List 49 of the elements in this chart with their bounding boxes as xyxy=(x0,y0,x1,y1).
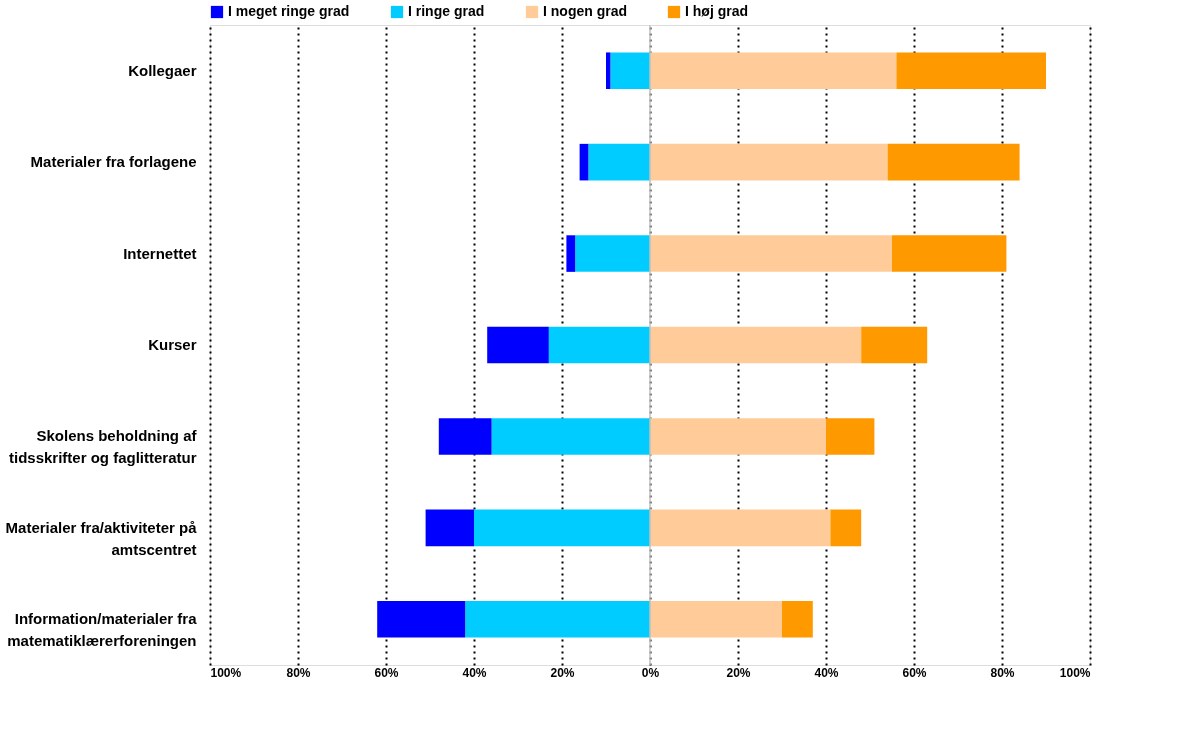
bar xyxy=(887,143,1020,181)
y-tick-label: Materialer fra forlagene xyxy=(30,153,197,171)
bar xyxy=(548,326,650,364)
y-tick-label: Materialer fra/aktiviteter på amtscentret xyxy=(5,518,198,558)
y-tick-label: Kollegaer xyxy=(128,61,197,79)
legend-label: I nogen grad xyxy=(543,3,627,19)
x-tick-label: 40% xyxy=(462,665,487,680)
x-tick-label: 100% xyxy=(210,665,242,680)
y-tick-label: Internettet xyxy=(123,244,197,262)
x-tick-label: 20% xyxy=(550,665,575,680)
bar xyxy=(650,326,862,364)
bar xyxy=(588,143,650,181)
bar xyxy=(861,326,928,364)
bar xyxy=(782,601,813,638)
bar xyxy=(425,509,474,547)
bar xyxy=(830,509,862,547)
x-tick-label: 100% xyxy=(1059,665,1091,680)
y-tick-label: Information/materialer fra matematiklærerforeningen xyxy=(7,610,198,650)
bar xyxy=(566,235,576,272)
x-tick-label: 20% xyxy=(726,665,751,680)
y-tick-label: Skolens beholdning af tidsskrifter og faglitteratur xyxy=(8,427,198,467)
bar xyxy=(650,509,831,547)
bar xyxy=(896,52,1046,89)
x-tick-label: 40% xyxy=(814,665,839,680)
x-tick-label: 80% xyxy=(990,665,1015,680)
bar xyxy=(826,418,875,455)
x-tick-label: 60% xyxy=(902,665,927,680)
y-tick-label: Kurser xyxy=(148,336,197,353)
bar xyxy=(650,52,897,89)
bar xyxy=(487,326,549,364)
x-tick-label: 80% xyxy=(286,665,311,680)
legend-label: I høj grad xyxy=(685,3,748,19)
bar xyxy=(650,143,888,181)
legend-label: I meget ringe grad xyxy=(228,3,350,19)
bar xyxy=(491,418,650,455)
bar xyxy=(474,509,650,547)
bar xyxy=(606,52,611,89)
bar xyxy=(610,52,650,89)
bar xyxy=(438,418,492,455)
bar xyxy=(650,235,892,272)
legend-label: I ringe grad xyxy=(408,3,485,19)
bar xyxy=(377,601,466,638)
bar xyxy=(650,418,826,455)
bar xyxy=(575,235,650,272)
bar xyxy=(892,235,1007,272)
bar xyxy=(465,601,650,638)
x-tick-label: 60% xyxy=(374,665,399,680)
bar xyxy=(650,601,782,638)
x-tick-label: 0% xyxy=(641,665,660,680)
